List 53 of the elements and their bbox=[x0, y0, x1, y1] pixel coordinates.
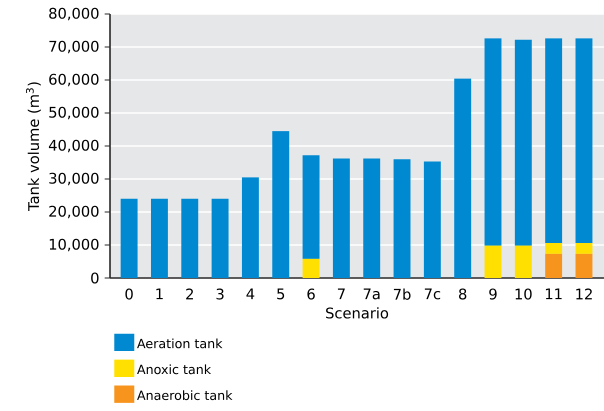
bar bbox=[484, 38, 502, 246]
bar bbox=[120, 198, 138, 278]
bar bbox=[424, 162, 441, 278]
x-tick-label: 9 bbox=[489, 288, 497, 300]
x-tick-label: 3 bbox=[216, 288, 224, 300]
y-tick-label: 40,000 bbox=[48, 140, 99, 152]
y-tick-label: 80,000 bbox=[49, 8, 99, 20]
bar bbox=[150, 198, 168, 278]
x-tick-label: 1 bbox=[156, 288, 163, 300]
bar bbox=[302, 155, 320, 259]
x-tick-label: 7a bbox=[364, 288, 380, 300]
x-tick-label: 7c bbox=[424, 288, 440, 300]
y-tick-label: 10,000 bbox=[50, 238, 99, 252]
y-tick-label: 60,000 bbox=[49, 74, 99, 86]
bar bbox=[242, 177, 259, 278]
bar bbox=[394, 159, 410, 278]
bar bbox=[454, 78, 472, 278]
x-tick-label: 12 bbox=[576, 288, 592, 300]
bar bbox=[514, 40, 532, 246]
x-tick-label: 8 bbox=[459, 288, 466, 300]
x-tick-label: 0 bbox=[125, 288, 133, 300]
bar bbox=[272, 131, 290, 278]
bar bbox=[302, 258, 320, 278]
y-tick-label: 30,000 bbox=[49, 172, 99, 186]
bar bbox=[181, 198, 198, 278]
legend-label: Aeration tank bbox=[137, 338, 222, 348]
bar bbox=[545, 38, 562, 244]
y-axis-title: Tank volume (m$^{3}$) bbox=[26, 82, 41, 211]
y-tick-label: 0 bbox=[91, 272, 99, 284]
x-tick-label: 11 bbox=[546, 288, 562, 300]
x-tick-label: 4 bbox=[246, 288, 254, 300]
bar bbox=[363, 158, 380, 278]
x-axis-title: Scenario bbox=[326, 307, 388, 319]
bar bbox=[576, 243, 592, 254]
bar bbox=[576, 38, 592, 244]
bar bbox=[332, 158, 350, 278]
x-tick-label: 7 bbox=[338, 288, 345, 300]
x-tick-label: 5 bbox=[277, 288, 284, 300]
x-tick-label: 7b bbox=[394, 288, 411, 300]
bar bbox=[545, 254, 562, 278]
y-tick-label: 50,000 bbox=[49, 106, 99, 120]
bar bbox=[514, 246, 532, 278]
x-tick-label: 6 bbox=[307, 288, 315, 300]
bar bbox=[484, 246, 502, 278]
y-tick-label: 70,000 bbox=[49, 40, 99, 54]
x-tick-label: 10 bbox=[516, 288, 532, 300]
bar bbox=[545, 243, 562, 254]
legend-label: Anoxic tank bbox=[137, 364, 212, 374]
bar bbox=[576, 254, 592, 278]
bar bbox=[212, 198, 229, 278]
y-tick-label: 20,000 bbox=[49, 206, 99, 218]
x-tick-label: 2 bbox=[186, 288, 193, 300]
legend-label: Anaerobic tank bbox=[137, 390, 232, 400]
